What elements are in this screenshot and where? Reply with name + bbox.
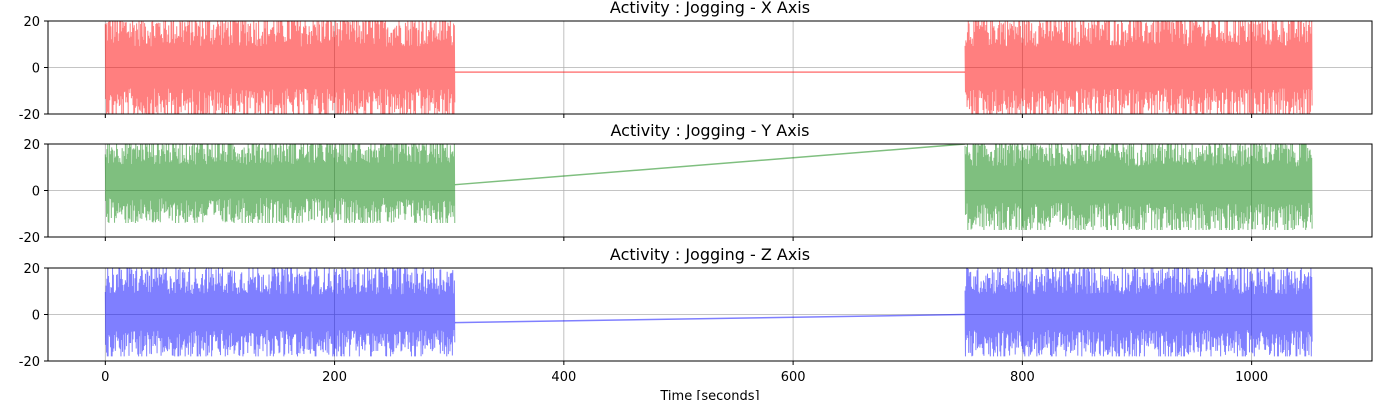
y-tick-label: 20 [23, 262, 40, 277]
subplot-title: Activity : Jogging - Y Axis [611, 121, 810, 140]
y-tick-label: -20 [19, 231, 40, 246]
x-tick-label: 200 [322, 370, 347, 385]
signal-gap-line [454, 144, 966, 186]
x-tick-label: 800 [1010, 370, 1035, 385]
signal-segment-2 [964, 268, 1313, 357]
x-tick-label: 0 [101, 370, 109, 385]
signal-segment-1 [104, 144, 456, 224]
signal-segment-1 [104, 268, 456, 357]
y-tick-label: 20 [23, 15, 40, 30]
subplot-title: Activity : Jogging - Z Axis [610, 245, 810, 264]
y-tick-label: -20 [19, 355, 40, 370]
y-tick-label: 0 [32, 62, 40, 77]
x-tick-label: 400 [551, 370, 576, 385]
x-tick-label: 600 [781, 370, 806, 385]
y-tick-label: -20 [19, 108, 40, 123]
subplot-title: Activity : Jogging - X Axis [610, 0, 810, 17]
series-2 [104, 144, 1313, 231]
signal-segment-2 [964, 144, 1313, 231]
subplot-2: -20 0 20 Activity : Jogging - Y Axis [19, 121, 1373, 246]
signal-segment-2 [964, 21, 1313, 114]
subplot-1: -20 0 20 Activity : Jogging - X Axis [19, 0, 1373, 123]
series-3 [104, 268, 1313, 357]
signal-segment-1 [104, 21, 456, 114]
subplots-container: -20 0 20 Activity : Jogging - X Axis -20 0 20 A… [19, 0, 1373, 385]
y-tick-label: 0 [32, 309, 40, 324]
series-1 [104, 21, 1313, 114]
signal-gap-line [454, 313, 966, 324]
x-tick-label: 1000 [1235, 370, 1268, 385]
x-axis-label: Time [seconds] [659, 389, 759, 400]
y-tick-label: 0 [32, 185, 40, 200]
y-tick-label: 20 [23, 138, 40, 153]
